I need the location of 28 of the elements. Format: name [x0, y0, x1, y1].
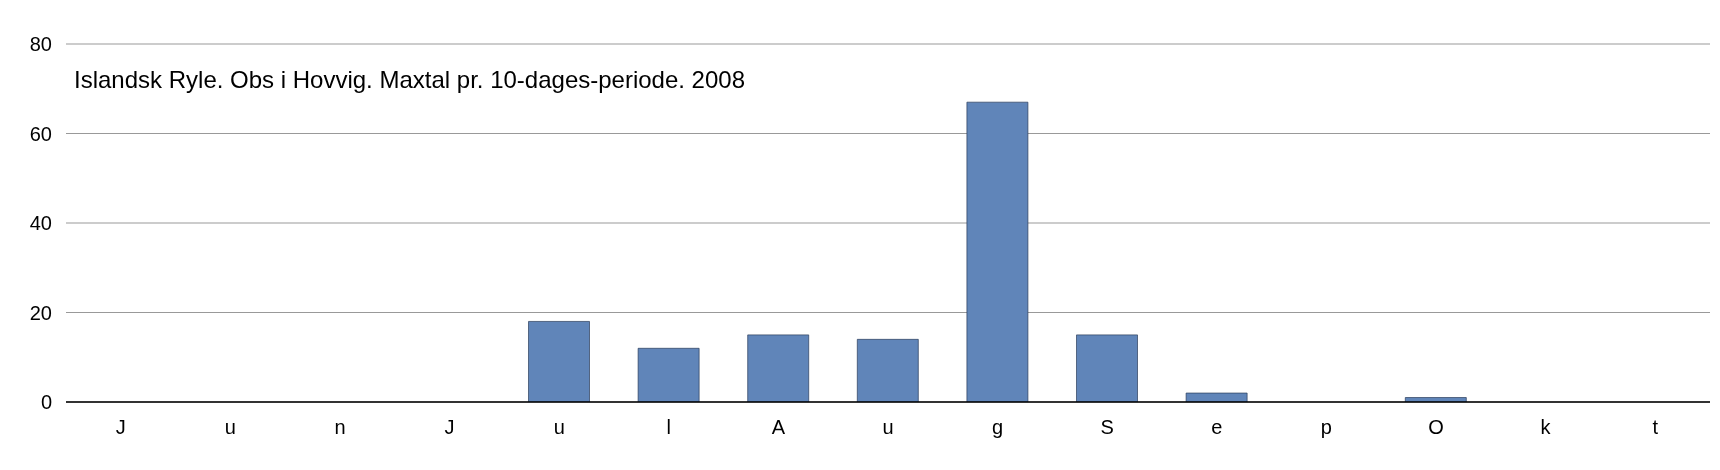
bar [637, 347, 700, 402]
y-tick-label: 60 [29, 122, 52, 145]
x-tick-label: e [1211, 416, 1223, 439]
x-tick-label: u [224, 416, 236, 439]
x-tick-label: A [771, 416, 786, 439]
x-tick-label: u [553, 416, 565, 439]
x-tick-label: l [666, 416, 672, 439]
x-tick-label: k [1540, 416, 1552, 439]
x-tick-label: t [1652, 416, 1659, 439]
bar [856, 339, 919, 402]
bar [966, 101, 1029, 402]
x-tick-label: u [882, 416, 894, 439]
bar [1076, 334, 1138, 402]
bar [747, 334, 810, 402]
x-tick-label: p [1320, 416, 1332, 439]
y-tick-label: 0 [40, 391, 52, 414]
x-tick-label: n [334, 416, 346, 439]
bar [528, 321, 590, 402]
y-tick-label: 80 [29, 33, 52, 56]
bar [1185, 392, 1248, 402]
x-tick-label: J [444, 416, 455, 439]
x-tick-label: J [115, 416, 126, 439]
y-tick-label: 20 [29, 301, 52, 324]
y-tick-label: 40 [29, 212, 52, 235]
x-tick-label: O [1428, 416, 1444, 439]
x-tick-label: g [992, 416, 1004, 439]
x-tick-label: S [1100, 416, 1114, 439]
text: Islandsk Ryle. Obs i Hovvig. Maxtal pr. 10-dages-periode. 2008 [74, 66, 746, 94]
